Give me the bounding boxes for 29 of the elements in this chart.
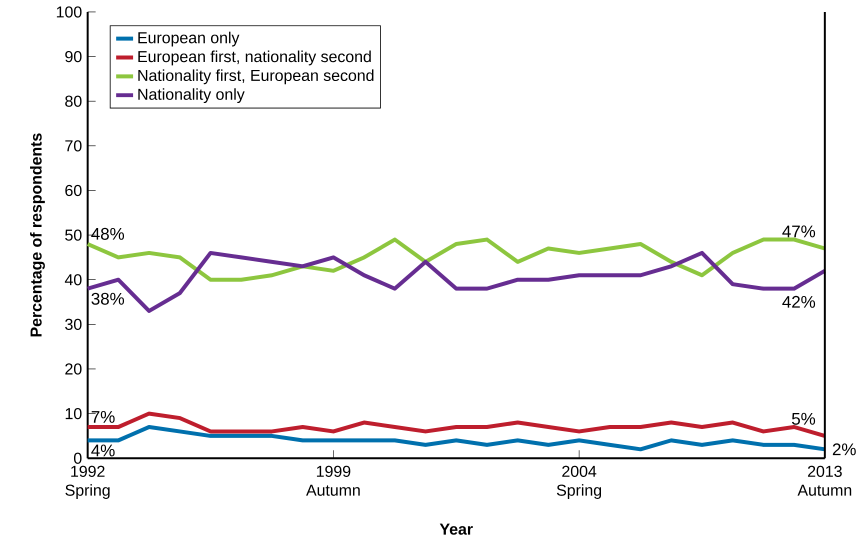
x-tick-label: 2004 Spring [556,466,602,500]
y-tick-label: 10 [66,408,82,420]
annotation: 2% [832,443,856,456]
x-axis-title: Year [440,524,473,535]
annotation: 47% [782,226,816,238]
y-tick-label: 20 [65,363,82,375]
y-tick-label: 70 [65,140,82,152]
annotation: 4% [91,444,115,456]
y-tick-label: 40 [64,274,82,286]
y-tick-label: 0 [74,452,82,464]
annotation: 38% [91,292,124,305]
y-tick-label: 80 [65,96,82,107]
y-tick-label: 30 [65,318,82,330]
legend-label: Nationality first, European second [138,69,374,84]
x-tick-label: 1999 Autumn [306,466,360,496]
y-tick-label: 90 [65,51,82,62]
y-tick-label: 50 [65,230,82,241]
annotation: 5% [792,412,816,425]
y-tick-label: 100 [56,6,82,18]
annotation: 42% [782,296,816,308]
legend-label: Nationality only [138,88,245,104]
annotation: 7% [92,411,115,423]
y-axis-title: Percentage of respondents [30,133,45,336]
legend-label: European first, nationality second [138,50,371,66]
x-tick-label: 1992 Spring [65,466,110,500]
annotation: 48% [91,228,124,240]
legend-label: European only [138,32,240,47]
y-tick-label: 60 [65,184,82,196]
x-tick-label: 2013 Autumn [798,466,852,496]
